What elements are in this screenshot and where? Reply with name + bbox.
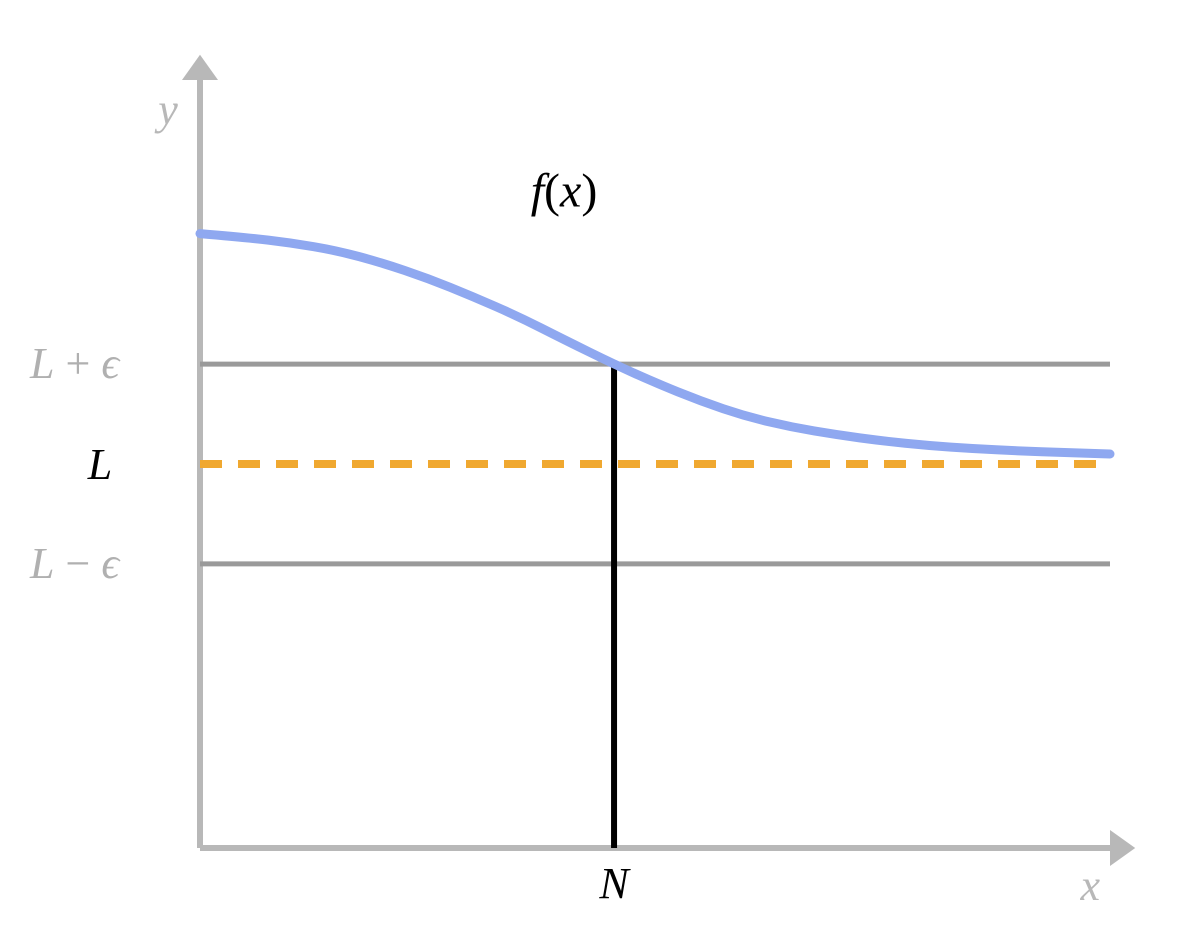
epsilon-band: L + ϵ L − ϵ [29, 339, 1110, 588]
chart-svg: xyL + ϵL − ϵLNf(x) [0, 0, 1200, 938]
axes: xy [154, 55, 1135, 910]
y-axis-arrow [182, 55, 218, 80]
n-marker-group: N [598, 364, 631, 908]
y-axis-label: y [154, 85, 178, 134]
n-marker-label: N [598, 859, 631, 908]
curve-label: f(x) [531, 165, 598, 218]
epsilon-lower-label: L − ϵ [29, 539, 121, 588]
function-curve [200, 234, 1110, 454]
epsilon-upper-label: L + ϵ [29, 339, 121, 388]
x-axis-arrow [1110, 830, 1135, 866]
limit-label: L [87, 440, 112, 489]
limit-diagram: xyL + ϵL − ϵLNf(x) [0, 0, 1200, 938]
x-axis-label: x [1079, 861, 1100, 910]
